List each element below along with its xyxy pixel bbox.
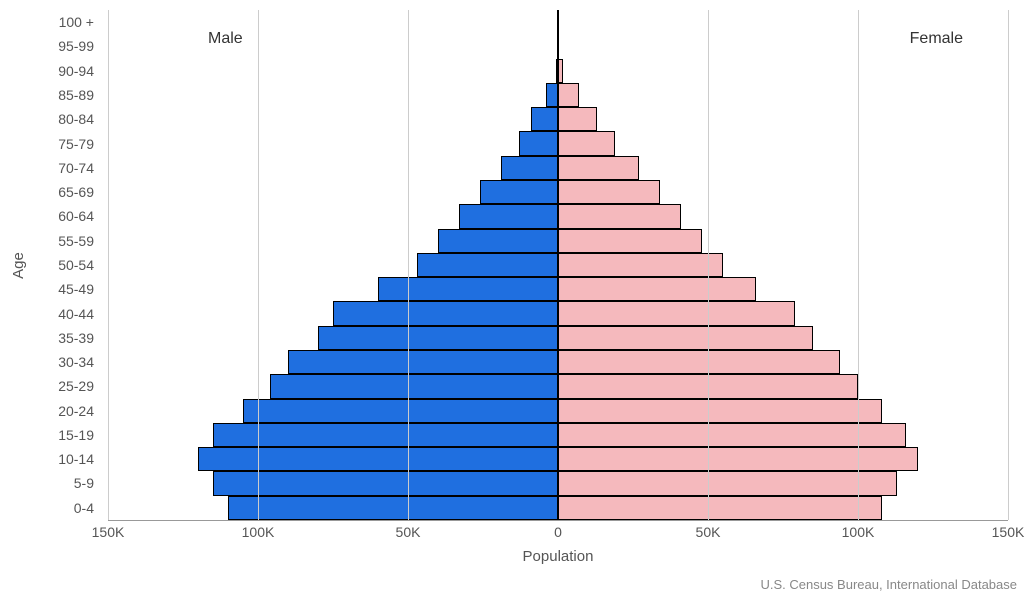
- x-tick-label: 50K: [396, 524, 421, 540]
- age-group-label: 95-99: [28, 34, 100, 58]
- age-group-label: 55-59: [28, 229, 100, 253]
- female-bar: [558, 326, 813, 350]
- age-group-label: 35-39: [28, 326, 100, 350]
- female-bar: [558, 496, 882, 520]
- female-bar: [558, 301, 795, 325]
- age-group-label: 20-24: [28, 399, 100, 423]
- female-bar: [558, 471, 897, 495]
- x-tick-label: 100K: [242, 524, 275, 540]
- age-group-label: 15-19: [28, 423, 100, 447]
- female-bar: [558, 447, 918, 471]
- female-bar: [558, 204, 681, 228]
- male-bar: [228, 496, 558, 520]
- age-group-label: 90-94: [28, 59, 100, 83]
- age-group-label: 85-89: [28, 83, 100, 107]
- female-bar: [558, 399, 882, 423]
- male-bar: [333, 301, 558, 325]
- age-group-label: 10-14: [28, 447, 100, 471]
- age-group-label: 80-84: [28, 107, 100, 131]
- age-group-label: 40-44: [28, 301, 100, 325]
- male-bar: [318, 326, 558, 350]
- age-group-label: 70-74: [28, 156, 100, 180]
- grid-line: [258, 10, 259, 520]
- male-bar: [417, 253, 558, 277]
- grid-line: [858, 10, 859, 520]
- female-bar: [558, 350, 840, 374]
- female-bar: [558, 229, 702, 253]
- x-axis-labels: 150K100K50K050K100K150K: [108, 524, 1008, 544]
- male-bar: [213, 471, 558, 495]
- male-bar: [531, 107, 558, 131]
- male-bar: [270, 374, 558, 398]
- male-bar: [378, 277, 558, 301]
- male-bar: [501, 156, 558, 180]
- grid-line: [1008, 10, 1009, 520]
- center-axis-line: [557, 10, 559, 520]
- grid-line: [108, 10, 109, 520]
- female-bar: [558, 180, 660, 204]
- male-bar: [198, 447, 558, 471]
- female-bar: [558, 107, 597, 131]
- male-bar: [288, 350, 558, 374]
- population-pyramid-chart: Age 100 +95-9990-9485-8980-8475-7970-746…: [0, 0, 1029, 600]
- age-group-label: 45-49: [28, 277, 100, 301]
- y-axis-title-text: Age: [10, 252, 27, 279]
- female-series-label: Female: [910, 30, 963, 48]
- x-tick-label: 150K: [992, 524, 1025, 540]
- age-group-label: 100 +: [28, 10, 100, 34]
- male-bar: [243, 399, 558, 423]
- x-axis-title: Population: [108, 548, 1008, 565]
- male-bar: [519, 131, 558, 155]
- x-tick-label: 100K: [842, 524, 875, 540]
- grid-line: [408, 10, 409, 520]
- age-group-label: 75-79: [28, 131, 100, 155]
- female-bar: [558, 423, 906, 447]
- y-axis-title: Age: [8, 0, 28, 530]
- age-group-label: 30-34: [28, 350, 100, 374]
- male-bar: [459, 204, 558, 228]
- source-attribution: U.S. Census Bureau, International Databa…: [760, 577, 1017, 592]
- female-bar: [558, 83, 579, 107]
- grid-line: [708, 10, 709, 520]
- x-tick-label: 50K: [696, 524, 721, 540]
- age-group-label: 65-69: [28, 180, 100, 204]
- male-series-label: Male: [208, 30, 243, 48]
- x-tick-label: 150K: [92, 524, 125, 540]
- x-tick-label: 0: [554, 524, 562, 540]
- age-group-label: 50-54: [28, 253, 100, 277]
- plot-area: Male Female: [108, 10, 1008, 521]
- female-bar: [558, 253, 723, 277]
- female-bar: [558, 156, 639, 180]
- age-group-label: 0-4: [28, 496, 100, 520]
- age-group-label: 5-9: [28, 471, 100, 495]
- male-bar: [480, 180, 558, 204]
- age-group-label: 25-29: [28, 374, 100, 398]
- female-bar: [558, 131, 615, 155]
- female-bar: [558, 277, 756, 301]
- y-axis-labels: 100 +95-9990-9485-8980-8475-7970-7465-69…: [28, 10, 100, 520]
- male-bar: [438, 229, 558, 253]
- male-bar: [213, 423, 558, 447]
- age-group-label: 60-64: [28, 204, 100, 228]
